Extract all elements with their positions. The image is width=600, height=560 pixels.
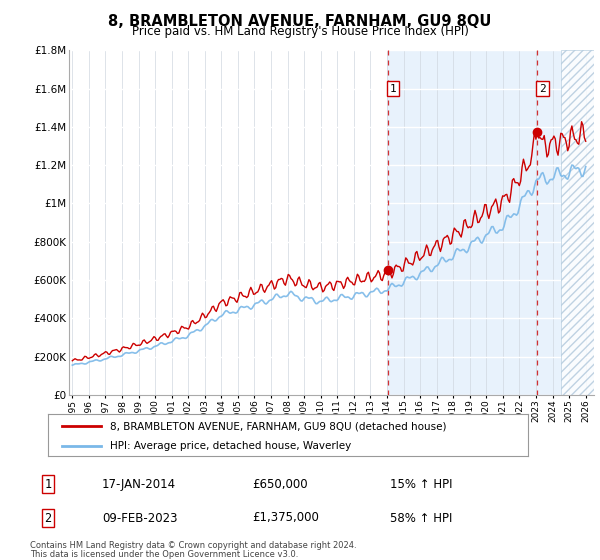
- Text: 8, BRAMBLETON AVENUE, FARNHAM, GU9 8QU (detached house): 8, BRAMBLETON AVENUE, FARNHAM, GU9 8QU (…: [110, 421, 447, 431]
- Text: Price paid vs. HM Land Registry's House Price Index (HPI): Price paid vs. HM Land Registry's House …: [131, 25, 469, 38]
- Text: 09-FEB-2023: 09-FEB-2023: [102, 511, 178, 525]
- Text: 2: 2: [44, 511, 52, 525]
- Text: 2: 2: [539, 83, 546, 94]
- Text: 1: 1: [389, 83, 396, 94]
- Text: 58% ↑ HPI: 58% ↑ HPI: [390, 511, 452, 525]
- Text: 15% ↑ HPI: 15% ↑ HPI: [390, 478, 452, 491]
- Text: £1,375,000: £1,375,000: [252, 511, 319, 525]
- Text: 1: 1: [44, 478, 52, 491]
- Text: Contains HM Land Registry data © Crown copyright and database right 2024.: Contains HM Land Registry data © Crown c…: [30, 542, 356, 550]
- Bar: [387, 50, 594, 395]
- Text: £650,000: £650,000: [252, 478, 308, 491]
- Text: This data is licensed under the Open Government Licence v3.0.: This data is licensed under the Open Gov…: [30, 550, 298, 559]
- Bar: [561, 50, 594, 395]
- Text: HPI: Average price, detached house, Waverley: HPI: Average price, detached house, Wave…: [110, 441, 352, 451]
- Bar: [561, 50, 594, 395]
- Text: 17-JAN-2014: 17-JAN-2014: [102, 478, 176, 491]
- Text: 8, BRAMBLETON AVENUE, FARNHAM, GU9 8QU: 8, BRAMBLETON AVENUE, FARNHAM, GU9 8QU: [109, 14, 491, 29]
